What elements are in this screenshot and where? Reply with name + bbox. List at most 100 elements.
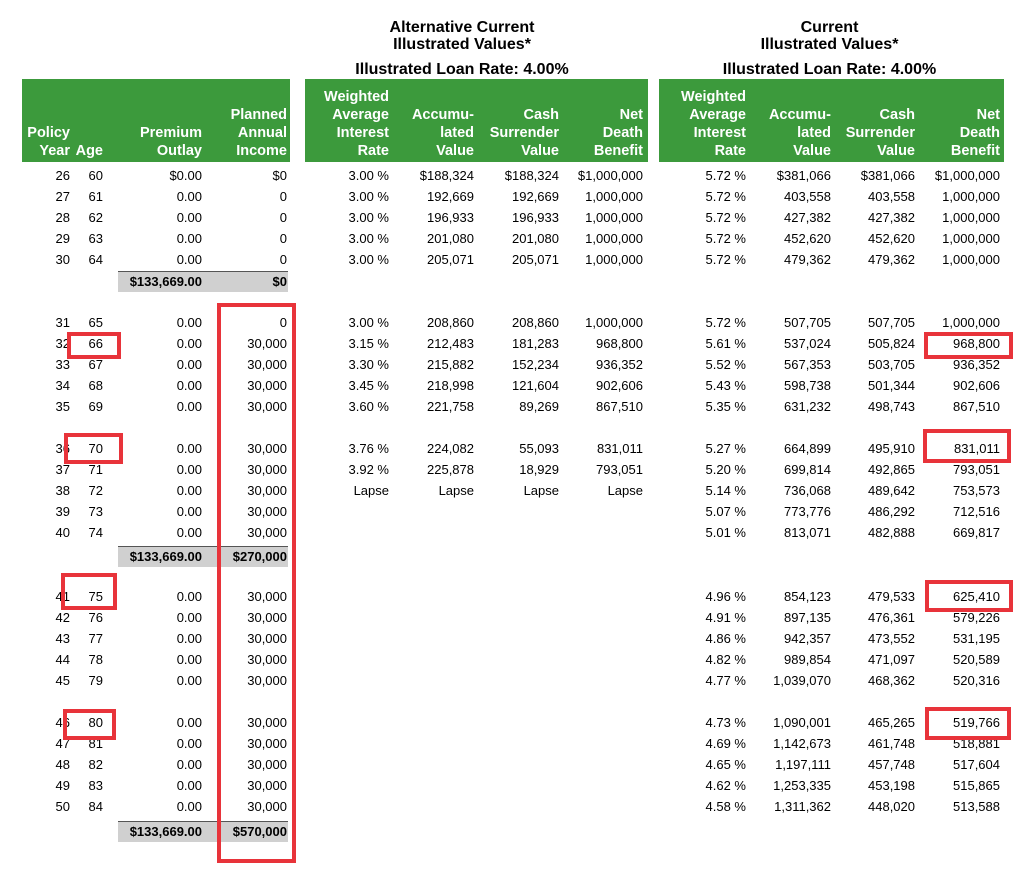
header-line: Rate [714,143,746,159]
cell-alt-accumulated-value: 208,860 [427,315,474,330]
cell-cur-death-benefit: 936,352 [953,357,1000,372]
cell-planned-income: 0 [279,231,287,246]
cell-alt-accumulated-value: 224,082 [427,441,474,456]
header-line: Annual [237,125,287,141]
cell-premium-outlay: 0.00 [176,757,202,772]
cell-cur-cash-surrender: 476,361 [868,610,915,625]
cell-cur-death-benefit: 968,800 [953,336,1000,351]
cell-cur-interest-rate: 4.65 % [705,757,746,772]
cell-age: 65 [88,315,103,330]
cell-planned-income: 0 [279,210,287,225]
cell-premium-outlay: 0.00 [176,378,202,393]
cell-planned-income: 30,000 [247,336,287,351]
cell-age: 61 [88,189,103,204]
header-line: Value [793,143,831,159]
cell-cur-accumulated-value: 537,024 [784,336,831,351]
cell-premium-outlay: 0.00 [176,610,202,625]
benefit-519766-highlight [925,707,1011,740]
cell-cur-cash-surrender: 495,910 [868,441,915,456]
cell-planned-income: 30,000 [247,736,287,751]
cell-planned-income: 30,000 [247,483,287,498]
header-bar-left [22,79,290,162]
cell-cur-interest-rate: 4.77 % [705,673,746,688]
cell-premium-outlay: 0.00 [176,778,202,793]
cell-cur-death-benefit: 513,588 [953,799,1000,814]
cell-premium-outlay: 0.00 [176,652,202,667]
cell-alt-interest-rate: 3.00 % [348,189,389,204]
cell-cur-accumulated-value: 854,123 [784,589,831,604]
cell-policy-year: 34 [55,378,70,393]
benefit-625410-highlight [925,580,1013,612]
cell-alt-death-benefit: 1,000,000 [585,210,643,225]
header-line: Value [436,143,474,159]
header-alt-death-benefit: Net Death Benefit [553,79,643,162]
cell-cur-cash-surrender: 505,824 [868,336,915,351]
cell-premium-outlay: 0.00 [176,441,202,456]
cell-cur-interest-rate: 5.35 % [705,399,746,414]
cell-premium-outlay: 0.00 [176,504,202,519]
cell-policy-year: 35 [55,399,70,414]
header-bar-alt [305,79,648,162]
cell-alt-accumulated-value: Lapse [438,483,474,498]
header-line: Weighted [681,89,746,105]
cell-policy-year: 39 [55,504,70,519]
header-cur-cash-surrender: Cash Surrender Value [825,79,915,162]
header-line: Premium [139,125,202,141]
cell-cur-cash-surrender: 448,020 [868,799,915,814]
cell-alt-interest-rate: 3.92 % [348,462,389,477]
cell-cur-accumulated-value: 1,039,070 [773,673,831,688]
cell-cur-cash-surrender: 427,382 [868,210,915,225]
cell-cur-cash-surrender: 479,533 [868,589,915,604]
cell-cur-death-benefit: 520,589 [953,652,1000,667]
cell-policy-year: 44 [55,652,70,667]
cell-premium-outlay: 0.00 [176,399,202,414]
cell-planned-income: 30,000 [247,504,287,519]
header-cur-interest-rate: Weighted Average Interest Rate [666,79,746,162]
cell-policy-year: 49 [55,778,70,793]
cell-cur-accumulated-value: 989,854 [784,652,831,667]
cell-alt-death-benefit: 1,000,000 [585,231,643,246]
header-alt-interest-rate: Weighted Average Interest Rate [309,79,389,162]
cell-cur-death-benefit: 793,051 [953,462,1000,477]
header-line: Age [75,143,103,159]
header-line: Surrender [489,125,559,141]
subtotal-income: $270,000 [232,549,287,564]
cell-cur-accumulated-value: 1,253,335 [773,778,831,793]
cell-policy-year: 37 [55,462,70,477]
cell-alt-interest-rate: 3.00 % [348,231,389,246]
alt-title-line2: Illustrated Values* [393,36,531,53]
cell-alt-cash-surrender: 89,269 [519,399,559,414]
cell-alt-interest-rate: 3.15 % [348,336,389,351]
subtotal-rule [118,546,288,547]
cell-alt-accumulated-value: 221,758 [427,399,474,414]
cell-premium-outlay: 0.00 [176,231,202,246]
cell-cur-cash-surrender: 486,292 [868,504,915,519]
cell-cur-interest-rate: 4.82 % [705,652,746,667]
header-line: Accumu- [768,107,831,123]
cell-planned-income: 30,000 [247,631,287,646]
cell-planned-income: 30,000 [247,652,287,667]
cell-cur-interest-rate: 5.07 % [705,504,746,519]
cell-cur-death-benefit: 753,573 [953,483,1000,498]
cell-cur-interest-rate: 5.72 % [705,231,746,246]
cell-cur-death-benefit: 669,817 [953,525,1000,540]
header-line: Weighted [324,89,389,105]
cell-premium-outlay: 0.00 [176,357,202,372]
cell-alt-accumulated-value: 218,998 [427,378,474,393]
cell-cur-accumulated-value: 897,135 [784,610,831,625]
subtotal-premium: $133,669.00 [129,274,202,289]
cell-cur-interest-rate: 5.43 % [705,378,746,393]
cell-planned-income: 30,000 [247,357,287,372]
header-line: Rate [357,143,389,159]
cell-cur-cash-surrender: 471,097 [868,652,915,667]
cell-cur-death-benefit: 902,606 [953,378,1000,393]
cell-policy-year: 30 [55,252,70,267]
cell-cur-cash-surrender: 452,620 [868,231,915,246]
cell-alt-interest-rate: 3.00 % [348,168,389,183]
cell-age: 62 [88,210,103,225]
cell-alt-death-benefit: 1,000,000 [585,189,643,204]
header-line: Net [976,107,1000,123]
header-line: Cash [523,107,559,123]
cell-cur-cash-surrender: 468,362 [868,673,915,688]
subtotal-income: $570,000 [232,824,287,839]
